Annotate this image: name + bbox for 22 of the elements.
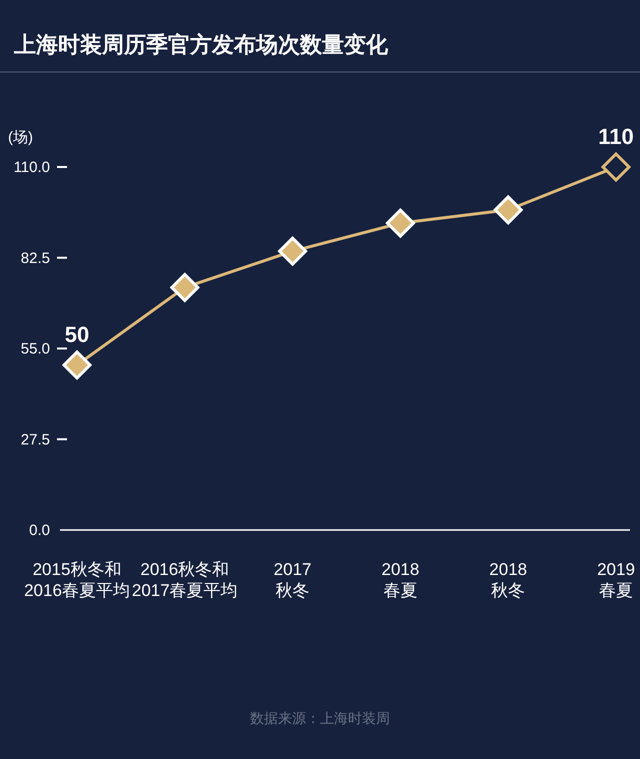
y-tick-label: 110.0 (14, 159, 50, 176)
y-tick-label: 55.0 (20, 340, 50, 358)
point (602, 152, 630, 182)
y-tick-label: 82.5 (20, 250, 50, 267)
x-tick-label: 2018 秋冬 (489, 560, 528, 600)
point (494, 195, 523, 224)
y-axis-title: (场) (8, 129, 33, 146)
data-label: 110 (598, 124, 634, 149)
data-label: 50 (64, 322, 90, 347)
point (386, 208, 415, 238)
chart-title: 上海时装周历季官方发布场次数量变化 (13, 32, 389, 57)
point (278, 236, 308, 266)
x-tick-label: 2016秋冬和 2017春夏平均 (132, 560, 238, 600)
point (62, 350, 92, 380)
x-tick-label: 2015秋冬和 2016春夏平均 (24, 560, 130, 600)
y-tick-label: 0.0 (29, 522, 50, 539)
source-note: 数据来源：上海时装周 (250, 710, 390, 726)
x-tick-label: 2017 秋冬 (274, 560, 312, 600)
x-tick-label: 2019 春夏 (597, 560, 635, 600)
y-tick-label: 27.5 (20, 431, 50, 448)
point (170, 272, 200, 302)
x-tick-label: 2018 春夏 (381, 560, 420, 600)
